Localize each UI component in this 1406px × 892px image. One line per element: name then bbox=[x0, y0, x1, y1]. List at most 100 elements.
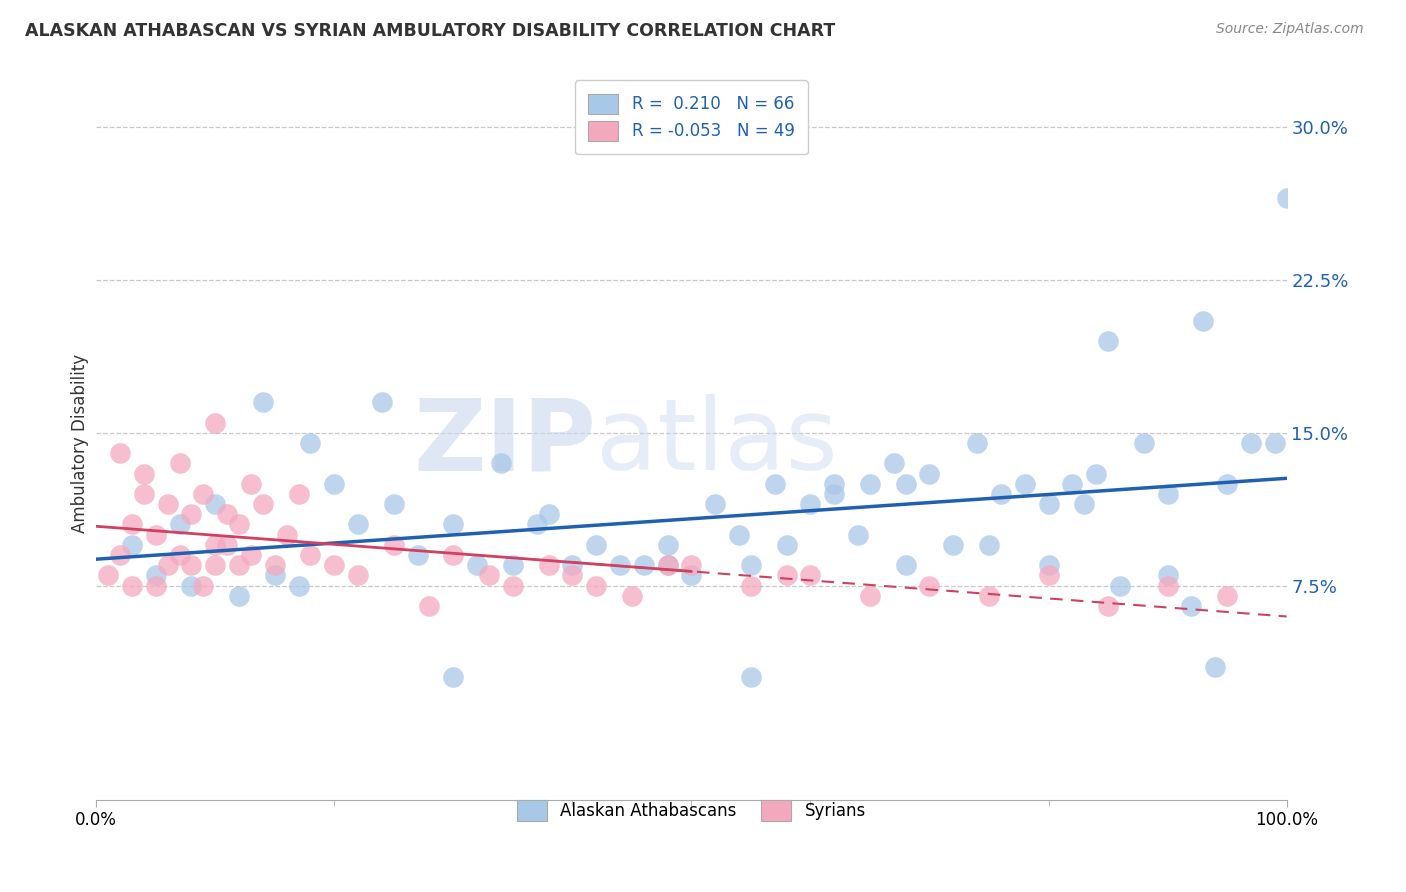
Point bbox=[1264, 436, 1286, 450]
Point bbox=[263, 558, 285, 573]
Point bbox=[108, 446, 131, 460]
Point bbox=[561, 568, 583, 582]
Point bbox=[823, 487, 845, 501]
Point bbox=[799, 497, 821, 511]
Point bbox=[217, 538, 239, 552]
Point bbox=[406, 548, 429, 562]
Point bbox=[1038, 568, 1060, 582]
Point bbox=[180, 508, 202, 522]
Point bbox=[859, 476, 882, 491]
Point bbox=[132, 467, 155, 481]
Point bbox=[918, 578, 941, 592]
Point bbox=[561, 558, 583, 573]
Point bbox=[1097, 334, 1119, 348]
Point bbox=[239, 548, 262, 562]
Point bbox=[657, 558, 679, 573]
Point bbox=[942, 538, 965, 552]
Point bbox=[252, 497, 274, 511]
Point bbox=[526, 517, 548, 532]
Point bbox=[799, 568, 821, 582]
Point bbox=[585, 538, 607, 552]
Point bbox=[537, 558, 560, 573]
Point bbox=[382, 497, 405, 511]
Point bbox=[276, 527, 298, 541]
Point bbox=[228, 558, 250, 573]
Point bbox=[823, 476, 845, 491]
Point bbox=[156, 497, 179, 511]
Point bbox=[441, 670, 464, 684]
Point bbox=[1275, 191, 1298, 205]
Point bbox=[1192, 314, 1215, 328]
Point bbox=[489, 456, 512, 470]
Point bbox=[1156, 487, 1178, 501]
Point bbox=[1216, 589, 1239, 603]
Point bbox=[502, 558, 524, 573]
Point bbox=[657, 558, 679, 573]
Point bbox=[609, 558, 631, 573]
Text: ZIP: ZIP bbox=[413, 394, 596, 491]
Point bbox=[323, 558, 346, 573]
Text: atlas: atlas bbox=[596, 394, 838, 491]
Point bbox=[728, 527, 751, 541]
Point bbox=[918, 467, 941, 481]
Point bbox=[418, 599, 440, 613]
Point bbox=[657, 538, 679, 552]
Point bbox=[740, 670, 762, 684]
Point bbox=[1240, 436, 1263, 450]
Point bbox=[633, 558, 655, 573]
Point bbox=[859, 589, 882, 603]
Point bbox=[1097, 599, 1119, 613]
Point bbox=[740, 558, 762, 573]
Point bbox=[681, 568, 703, 582]
Point bbox=[465, 558, 488, 573]
Point bbox=[169, 548, 191, 562]
Point bbox=[287, 578, 309, 592]
Text: ALASKAN ATHABASCAN VS SYRIAN AMBULATORY DISABILITY CORRELATION CHART: ALASKAN ATHABASCAN VS SYRIAN AMBULATORY … bbox=[25, 22, 835, 40]
Point bbox=[775, 538, 797, 552]
Point bbox=[382, 538, 405, 552]
Point bbox=[347, 517, 370, 532]
Point bbox=[478, 568, 501, 582]
Point bbox=[108, 548, 131, 562]
Point bbox=[537, 508, 560, 522]
Point bbox=[299, 548, 322, 562]
Point bbox=[681, 558, 703, 573]
Point bbox=[966, 436, 988, 450]
Point bbox=[145, 527, 167, 541]
Point bbox=[371, 395, 394, 409]
Point bbox=[169, 456, 191, 470]
Point bbox=[977, 589, 1000, 603]
Point bbox=[228, 589, 250, 603]
Point bbox=[204, 558, 226, 573]
Point bbox=[193, 578, 215, 592]
Point bbox=[740, 578, 762, 592]
Point bbox=[585, 578, 607, 592]
Point bbox=[1180, 599, 1202, 613]
Point bbox=[121, 517, 143, 532]
Point bbox=[193, 487, 215, 501]
Point bbox=[775, 568, 797, 582]
Point bbox=[1132, 436, 1154, 450]
Point bbox=[1038, 558, 1060, 573]
Point bbox=[323, 476, 346, 491]
Point bbox=[1156, 568, 1178, 582]
Point bbox=[1156, 578, 1178, 592]
Point bbox=[1216, 476, 1239, 491]
Point bbox=[441, 548, 464, 562]
Point bbox=[1038, 497, 1060, 511]
Point bbox=[180, 578, 202, 592]
Point bbox=[132, 487, 155, 501]
Point bbox=[502, 578, 524, 592]
Legend: Alaskan Athabascans, Syrians: Alaskan Athabascans, Syrians bbox=[503, 787, 879, 834]
Point bbox=[204, 416, 226, 430]
Point bbox=[894, 558, 917, 573]
Point bbox=[620, 589, 643, 603]
Point bbox=[287, 487, 309, 501]
Point bbox=[704, 497, 727, 511]
Point bbox=[1073, 497, 1095, 511]
Point bbox=[347, 568, 370, 582]
Point bbox=[1014, 476, 1036, 491]
Point bbox=[1109, 578, 1132, 592]
Point bbox=[883, 456, 905, 470]
Point bbox=[977, 538, 1000, 552]
